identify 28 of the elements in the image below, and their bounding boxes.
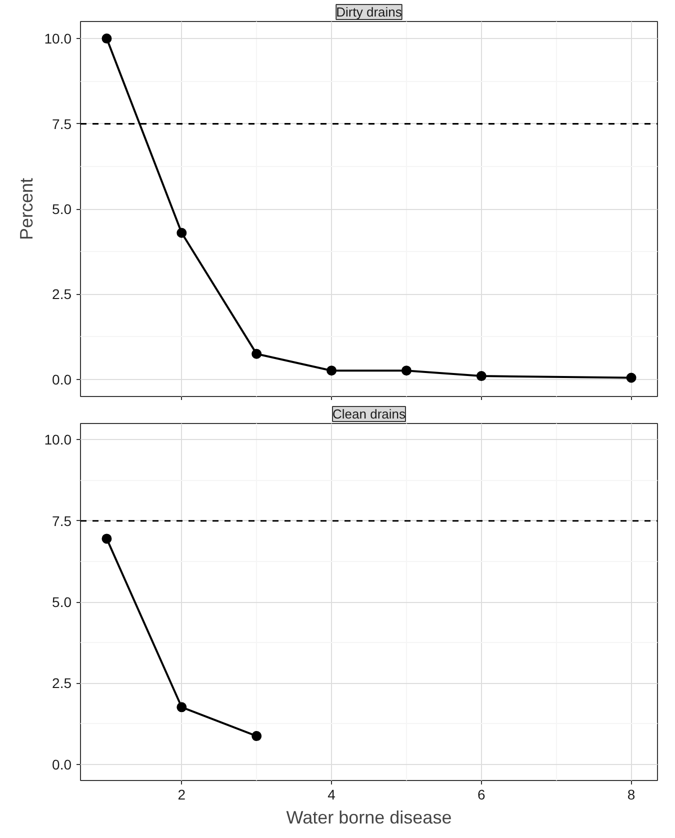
point (326, 366, 337, 376)
x-tick-label: 6 (478, 786, 486, 802)
y-tick-label: 7.5 (52, 116, 72, 132)
x-axis-title: Water borne disease (286, 808, 452, 828)
chart-title: Clean drains (332, 406, 406, 422)
point (102, 534, 112, 544)
y-tick-label: 7.5 (52, 512, 72, 529)
y-tick-label: 10.0 (44, 30, 72, 47)
point (176, 702, 187, 712)
point (401, 366, 412, 376)
y-tick-label: 2.5 (52, 286, 72, 302)
y-tick-label: 10.0 (44, 432, 72, 448)
chart-title: Dirty drains (336, 4, 402, 20)
x-tick-label: 2 (178, 786, 186, 802)
x-tick-label: 8 (627, 786, 636, 802)
y-tick-label: 0.0 (52, 371, 72, 388)
y-tick-label: 5.0 (52, 594, 72, 610)
y-tick-label: 5.0 (52, 201, 72, 217)
point (626, 372, 636, 383)
y-tick-label: 0.0 (52, 756, 72, 772)
x-tick-label: 4 (328, 786, 336, 802)
y-tick-label: 2.5 (52, 675, 72, 692)
y-axis-title: Percent (16, 178, 36, 240)
point (476, 371, 486, 382)
point (252, 731, 262, 742)
point (102, 34, 112, 44)
point (176, 228, 187, 238)
point (252, 348, 262, 359)
